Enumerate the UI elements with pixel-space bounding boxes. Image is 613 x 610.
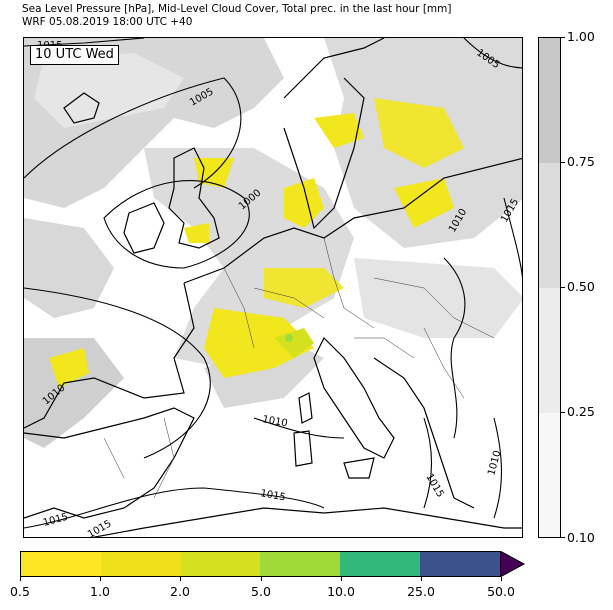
precip-tick-label: 0.5 — [10, 584, 30, 599]
precip-tick-mark — [180, 577, 181, 581]
precip-tick-label: 1.0 — [90, 584, 110, 599]
precip-colorbar-segment — [420, 552, 500, 576]
cloud-tick-mark — [561, 37, 565, 38]
cloud-field — [24, 218, 114, 318]
precip-tick-label: 5.0 — [251, 584, 271, 599]
chart-title: Sea Level Pressure [hPa], Mid-Level Clou… — [22, 3, 452, 29]
precip-tick-mark — [501, 577, 502, 581]
precip-colorbar-segment — [180, 552, 261, 576]
title-line-1: Sea Level Pressure [hPa], Mid-Level Clou… — [22, 3, 452, 15]
coastline-scandinavia — [283, 38, 385, 230]
cloud-field — [354, 258, 522, 338]
isobar-1015-south — [24, 487, 325, 529]
precip-colorbar-extend-arrow — [500, 551, 526, 577]
isobar-label: 1015 — [259, 488, 286, 503]
isobar-1000 — [103, 180, 250, 269]
cloud-colorbar-segment — [539, 288, 560, 413]
cloud-tick-mark — [561, 287, 565, 288]
precip-patch — [374, 98, 464, 168]
coastline-sicily — [343, 457, 375, 479]
precip-patch — [314, 113, 364, 148]
coastlines — [24, 38, 522, 537]
precip-patch — [49, 348, 89, 388]
precip-tick-label: 10.0 — [327, 584, 355, 599]
precip-tick-label: 25.0 — [407, 584, 435, 599]
precip-patch — [184, 223, 209, 243]
isobar-label: 1015 — [86, 518, 114, 538]
coastline-africa — [91, 507, 522, 537]
isobar-1010-se — [493, 417, 502, 519]
time-label: 10 UTC Wed — [30, 45, 119, 65]
precip-tick-mark — [100, 577, 101, 581]
precip-patch — [284, 178, 324, 228]
precip-patch — [274, 328, 314, 358]
cloud-field — [24, 338, 124, 448]
isobar-1010-east — [443, 257, 466, 439]
precip-tick-label: 2.0 — [170, 584, 190, 599]
coastline-balkans — [373, 357, 475, 509]
cloud-cover-layer — [24, 38, 522, 448]
coastline-iberia — [24, 407, 195, 519]
cloud-tick-mark — [561, 162, 565, 163]
coastline-corsica — [298, 392, 313, 424]
isobar-label: 1010 — [261, 414, 288, 429]
isobar-label: 1015 — [42, 512, 69, 529]
coastline-italy — [313, 336, 395, 459]
isobar-1015-se — [423, 417, 433, 509]
map-canvas: 1015 1005 1005 1000 1010 1015 1010 1010 … — [24, 38, 522, 538]
cloud-colorbar-segment — [539, 413, 560, 537]
coastline-sardinia — [293, 430, 313, 467]
precip-colorbar-segment — [260, 552, 341, 576]
coastline-ireland — [123, 202, 165, 254]
cloud-field — [34, 53, 184, 128]
precip-tick-mark — [421, 577, 422, 581]
isobar-1005-ne — [463, 38, 522, 69]
isobar-1010-south — [253, 417, 345, 439]
precip-patch — [394, 178, 454, 228]
isobar-label: 1015 — [423, 472, 445, 500]
cloud-tick-mark — [561, 537, 565, 538]
precip-colorbar-segment — [100, 552, 181, 576]
precip-tick-mark — [20, 577, 21, 581]
cloud-cover-colorbar — [538, 37, 561, 538]
precipitation-colorbar — [20, 551, 501, 577]
isobar-1010-mid — [24, 287, 211, 459]
cloud-tick-label: 0.10 — [567, 530, 595, 545]
title-line-2: WRF 05.08.2019 18:00 UTC +40 — [22, 16, 193, 28]
cloud-colorbar-segment — [539, 38, 560, 163]
precip-tick-mark — [341, 577, 342, 581]
isobars — [24, 38, 522, 529]
coastline-britain — [168, 147, 220, 249]
isobar-1015-east — [503, 197, 522, 278]
precip-patch-heavy — [285, 334, 293, 342]
country-borders — [103, 237, 495, 499]
cloud-tick-label: 1.00 — [567, 29, 595, 44]
cloud-tick-label: 0.50 — [567, 279, 595, 294]
precip-colorbar-segment — [340, 552, 421, 576]
precip-patch — [204, 308, 314, 378]
isobar-1005 — [24, 77, 242, 189]
precip-colorbar-segment — [21, 552, 101, 576]
cloud-tick-label: 0.75 — [567, 154, 595, 169]
precipitation-layer — [49, 98, 464, 388]
precip-patch — [264, 268, 344, 308]
precip-tick-label: 50.0 — [487, 584, 515, 599]
precip-tick-mark — [261, 577, 262, 581]
cloud-tick-label: 0.25 — [567, 404, 595, 419]
weather-map: 1015 1005 1005 1000 1010 1015 1010 1010 … — [23, 37, 523, 538]
cloud-colorbar-segment — [539, 163, 560, 288]
coastline-iceland — [63, 92, 100, 124]
cloud-tick-mark — [561, 412, 565, 413]
